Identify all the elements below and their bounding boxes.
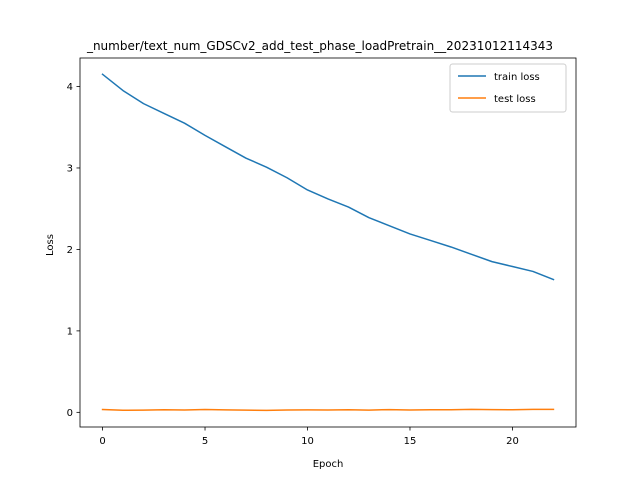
plot-frame xyxy=(79,57,577,428)
x-axis-ticks: 0 5 10 15 20 xyxy=(99,427,519,447)
x-tick-label: 5 xyxy=(202,436,208,447)
x-tick-label: 15 xyxy=(404,436,417,447)
y-tick-label: 0 xyxy=(67,408,73,419)
y-axis-ticks: 0 1 2 3 4 xyxy=(67,82,80,419)
y-tick-label: 2 xyxy=(67,245,73,256)
legend: train loss test loss xyxy=(449,63,567,113)
x-tick-label: 0 xyxy=(99,436,105,447)
plot-area xyxy=(79,57,577,428)
series-layer xyxy=(101,73,555,412)
x-tick-label: 10 xyxy=(301,436,314,447)
y-axis-label: Loss xyxy=(45,234,56,256)
x-axis-label: Epoch xyxy=(313,459,344,470)
chart-title: _number/text_num_GDSCv2_add_test_phase_l… xyxy=(86,39,553,53)
series-line-test-loss xyxy=(101,408,555,412)
x-tick-label: 20 xyxy=(506,436,519,447)
series-line-train-loss xyxy=(101,73,555,281)
y-tick-label: 4 xyxy=(67,82,73,93)
legend-label-train-loss: train loss xyxy=(494,72,540,83)
legend-label-test-loss: test loss xyxy=(494,94,536,105)
y-tick-label: 3 xyxy=(67,163,73,174)
y-tick-label: 1 xyxy=(67,326,73,337)
